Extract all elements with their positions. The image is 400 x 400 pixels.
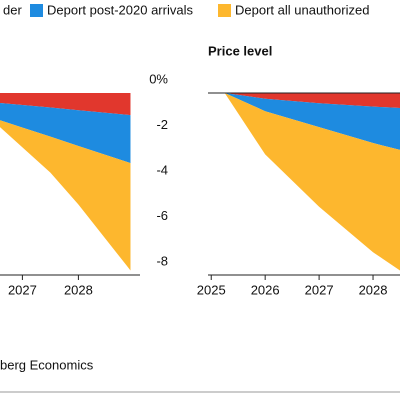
y-tick-label: -4 (156, 162, 168, 177)
y-tick-label: 0% (149, 71, 168, 86)
area (224, 93, 400, 150)
legend-label: Deport post-2020 arrivals (47, 2, 193, 17)
area (224, 93, 400, 109)
y-tick-label: -8 (156, 253, 168, 268)
x-tick-label: 2028 (359, 282, 388, 297)
panel-title: Price level (208, 43, 272, 58)
area (224, 93, 400, 271)
x-tick-label: 2025 (197, 282, 226, 297)
legend-swatch (218, 4, 231, 17)
area (0, 120, 131, 271)
x-tick-label: 2028 (64, 282, 93, 297)
y-tick-label: -6 (156, 208, 168, 223)
x-tick-label: 2026 (251, 282, 280, 297)
y-tick-label: -2 (156, 117, 168, 132)
legend-label: der (3, 2, 22, 17)
legend-swatch (30, 4, 43, 17)
legend-label: Deport all unauthorized (235, 2, 369, 17)
x-tick-label: 2027 (8, 282, 37, 297)
area (0, 93, 131, 116)
source: berg Economics (0, 357, 94, 372)
x-tick-label: 2027 (305, 282, 334, 297)
area (0, 103, 131, 164)
